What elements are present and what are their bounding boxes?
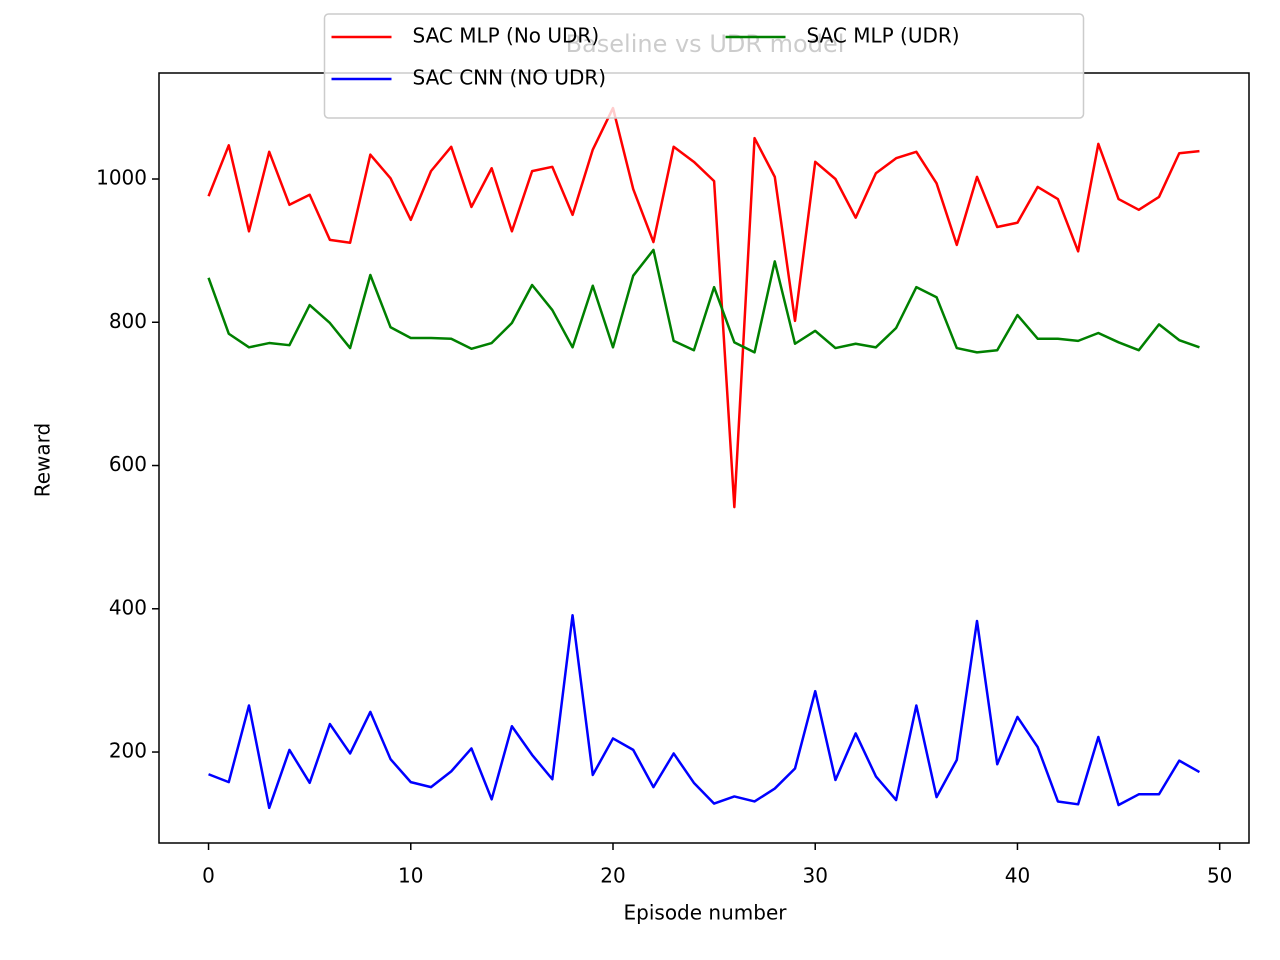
y-tick-label: 400: [109, 595, 147, 619]
y-axis-label: Reward: [31, 423, 55, 497]
y-tick-label: 600: [109, 452, 147, 476]
x-tick-label: 10: [398, 864, 423, 888]
x-tick-label: 20: [600, 864, 625, 888]
series-line: [207, 248, 1200, 354]
plot-frame: [158, 72, 1250, 844]
x-axis-label: Episode number: [624, 901, 788, 925]
x-tick-label: 40: [1005, 864, 1030, 888]
legend-label: SAC MLP (UDR): [807, 24, 960, 48]
series-line: [207, 106, 1200, 509]
legend-label: SAC MLP (No UDR): [413, 24, 600, 48]
y-tick-label: 200: [109, 739, 147, 763]
y-tick-label: 1000: [96, 166, 147, 190]
legend-box: [323, 13, 1085, 119]
legend-label: SAC CNN (NO UDR): [413, 66, 607, 90]
y-tick-label: 800: [109, 309, 147, 333]
x-tick-label: 50: [1207, 864, 1232, 888]
x-tick-label: 30: [802, 864, 827, 888]
series-line: [208, 613, 1201, 810]
x-tick-label: 0: [202, 864, 215, 888]
